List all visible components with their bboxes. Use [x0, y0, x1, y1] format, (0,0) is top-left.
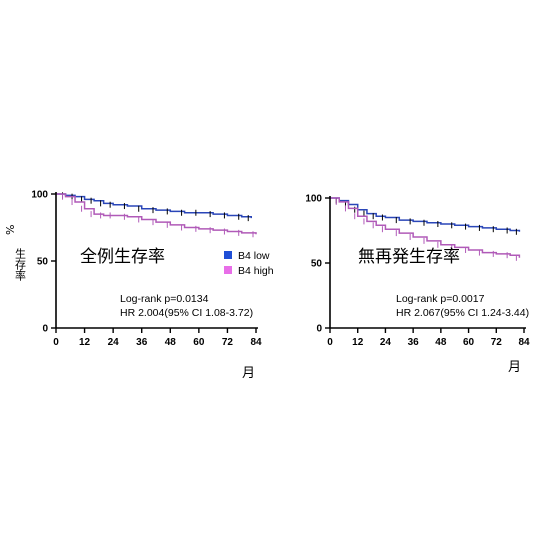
legend: B4 low B4 high [224, 250, 274, 277]
hr-text: HR 2.067(95% CI 1.24-3.44) [396, 307, 529, 319]
y-tick-label: 0 [42, 324, 48, 335]
axes: 0 50 100 0 12 24 36 48 60 72 84 [305, 194, 530, 349]
logrank-text: Log-rank p=0.0134 [120, 293, 209, 305]
y-tick-label: 100 [31, 190, 48, 201]
x-tick-label: 12 [79, 337, 91, 348]
x-tick-label: 24 [108, 337, 120, 348]
overall-survival-panel: 0 50 100 0 12 24 36 48 60 72 84 全例生存率 Log-rank p=0… [31, 190, 262, 349]
logrank-text: Log-rank p=0.0017 [396, 293, 485, 305]
x-tick-label: 24 [380, 337, 392, 348]
recurrence-free-survival-panel: 0 50 100 0 12 24 36 48 60 72 84 無再発生存率 Log-rank p=… [305, 194, 530, 349]
x-tick-label: 48 [165, 337, 177, 348]
x-tick-label: 60 [463, 337, 475, 348]
y-tick-label: 50 [37, 257, 49, 268]
legend-swatch-high [224, 266, 232, 274]
x-tick-label: 0 [327, 337, 333, 348]
x-tick-label: 36 [136, 337, 148, 348]
x-tick-label: 84 [518, 337, 530, 348]
panel-title: 全例生存率 [80, 247, 165, 267]
x-tick-label: 84 [250, 337, 262, 348]
y-tick-label: 100 [305, 194, 322, 205]
axes: 0 50 100 0 12 24 36 48 60 72 84 [31, 190, 262, 349]
legend-label-high: B4 high [238, 265, 274, 277]
series-line-b4-high [330, 197, 521, 258]
x-tick-label: 48 [435, 337, 447, 348]
x-tick-label: 0 [53, 337, 59, 348]
series-line-b4-low [56, 193, 252, 219]
panel-title: 無再発生存率 [358, 247, 460, 267]
x-tick-label: 72 [491, 337, 503, 348]
legend-label-low: B4 low [238, 250, 270, 262]
series-line-b4-high [56, 193, 257, 235]
legend-swatch-low [224, 251, 232, 259]
y-axis-label: 生存率 [14, 247, 27, 282]
y-tick-label: 50 [311, 259, 323, 270]
y-axis-unit: % [4, 225, 17, 235]
x-tick-label: 60 [193, 337, 205, 348]
survival-curves [330, 197, 521, 261]
series-line-b4-low [330, 197, 521, 232]
x-tick-label: 72 [222, 337, 234, 348]
x-axis-unit: 月 [508, 360, 521, 375]
hr-text: HR 2.004(95% CI 1.08-3.72) [120, 307, 253, 319]
x-tick-label: 12 [352, 337, 364, 348]
x-axis-unit: 月 [242, 366, 255, 381]
survival-curves [56, 192, 257, 238]
x-tick-label: 36 [408, 337, 420, 348]
y-tick-label: 0 [316, 324, 322, 335]
